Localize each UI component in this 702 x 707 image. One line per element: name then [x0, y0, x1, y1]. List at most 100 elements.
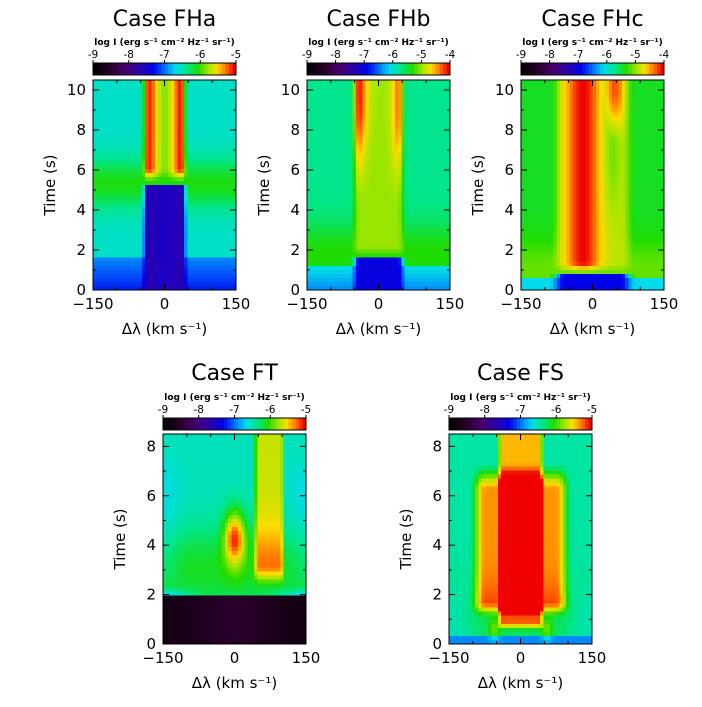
heatmap-cell — [132, 132, 136, 138]
heatmap-cell — [135, 285, 139, 291]
heatmap-cell — [651, 88, 655, 93]
heatmap-cell — [339, 285, 344, 291]
heatmap-cell — [141, 281, 146, 287]
heatmap-cell — [333, 281, 337, 287]
heatmap-cell — [365, 245, 370, 251]
heatmap-cell — [398, 172, 402, 178]
heatmap-cell — [229, 217, 234, 222]
heatmap-cell — [320, 205, 324, 210]
heatmap-cell — [223, 124, 227, 129]
heatmap-cell — [93, 277, 97, 283]
heatmap-cell — [115, 84, 120, 89]
heatmap-cell — [388, 273, 392, 279]
heatmap-cell — [388, 92, 392, 97]
heatmap-cell — [216, 160, 221, 166]
heatmap-cell — [213, 168, 217, 174]
heatmap-cell — [443, 229, 448, 234]
heatmap-cell — [145, 104, 149, 109]
heatmap-cell — [540, 96, 545, 101]
heatmap-cell — [93, 120, 97, 125]
heatmap-cell — [388, 237, 392, 243]
heatmap-cell — [417, 120, 422, 125]
heatmap-cell — [164, 277, 169, 283]
heatmap-cell — [310, 249, 314, 255]
heatmap-cell — [631, 84, 636, 89]
heatmap-cell — [592, 96, 597, 101]
heatmap-cell — [424, 144, 428, 150]
heatmap-cell — [102, 124, 107, 129]
heatmap-cell — [372, 269, 376, 275]
heatmap-cell — [329, 213, 334, 218]
heatmap-cell — [621, 96, 626, 101]
heatmap-cell — [167, 273, 172, 279]
heatmap-cell — [158, 108, 162, 113]
heatmap-cell — [316, 148, 321, 154]
heatmap-cell — [109, 156, 113, 162]
heatmap-cell — [420, 245, 425, 251]
heatmap-cell — [420, 104, 425, 109]
heatmap-cell — [534, 108, 538, 113]
heatmap-cell — [112, 193, 117, 198]
heatmap-cell — [349, 180, 353, 186]
heatmap-cell — [313, 124, 318, 129]
heatmap-cell — [203, 156, 208, 162]
heatmap-cell — [651, 104, 655, 109]
heatmap-cell — [210, 281, 214, 287]
heatmap-cell — [333, 277, 337, 283]
heatmap-cell — [313, 265, 318, 271]
heatmap-cell — [631, 104, 636, 109]
heatmap-cell — [336, 189, 340, 194]
heatmap-cell — [411, 245, 415, 251]
heatmap-cell — [145, 120, 149, 125]
heatmap-cell — [106, 136, 110, 142]
heatmap-cell — [141, 156, 146, 162]
heatmap-cell — [368, 136, 373, 142]
heatmap-cell — [132, 116, 136, 121]
heatmap-cell — [586, 104, 590, 109]
heatmap-cell — [368, 156, 373, 162]
heatmap-cell — [219, 132, 224, 138]
heatmap-cell — [313, 213, 318, 218]
heatmap-cell — [592, 84, 597, 89]
heatmap-cell — [365, 261, 370, 267]
heatmap-cell — [93, 128, 97, 133]
heatmap-cell — [443, 144, 448, 150]
heatmap-cell — [372, 265, 376, 271]
heatmap-cell — [333, 193, 337, 198]
heatmap-cell — [573, 104, 577, 109]
heatmap-cell — [216, 168, 221, 174]
heatmap-cell — [203, 257, 208, 263]
heatmap-cell — [216, 156, 221, 162]
heatmap-cell — [125, 281, 130, 287]
colorbar-label: log I (erg s⁻¹ cm⁻² Hz⁻¹ sr⁻¹) — [94, 38, 234, 48]
heatmap-cell — [372, 128, 376, 133]
heatmap-cell — [316, 237, 321, 243]
heatmap-cell — [427, 120, 431, 125]
heatmap-cell — [213, 148, 217, 154]
heatmap-cell — [216, 213, 221, 218]
heatmap-cell — [135, 213, 139, 218]
heatmap-cell — [394, 205, 399, 210]
heatmap-cell — [119, 217, 123, 222]
heatmap-cell — [167, 152, 172, 158]
heatmap-cell — [346, 128, 350, 133]
heatmap-cell — [407, 120, 412, 125]
heatmap-cell — [394, 197, 399, 202]
heatmap-cell — [660, 104, 665, 109]
heatmap-cell — [307, 128, 311, 133]
heatmap-cell — [394, 152, 399, 158]
heatmap-cell — [200, 229, 204, 234]
heatmap-cell — [128, 136, 133, 142]
heatmap-cell — [385, 128, 389, 133]
heatmap-cell — [375, 140, 379, 146]
heatmap-cell — [563, 84, 567, 89]
heatmap-cell — [174, 193, 178, 198]
heatmap-cell — [404, 80, 409, 85]
heatmap-cell — [216, 265, 221, 271]
heatmap-cell — [180, 144, 185, 150]
heatmap-cell — [216, 152, 221, 158]
heatmap-cell — [229, 176, 234, 182]
heatmap-cell — [385, 265, 389, 271]
heatmap-cell — [388, 281, 392, 287]
heatmap-cell — [128, 180, 133, 186]
